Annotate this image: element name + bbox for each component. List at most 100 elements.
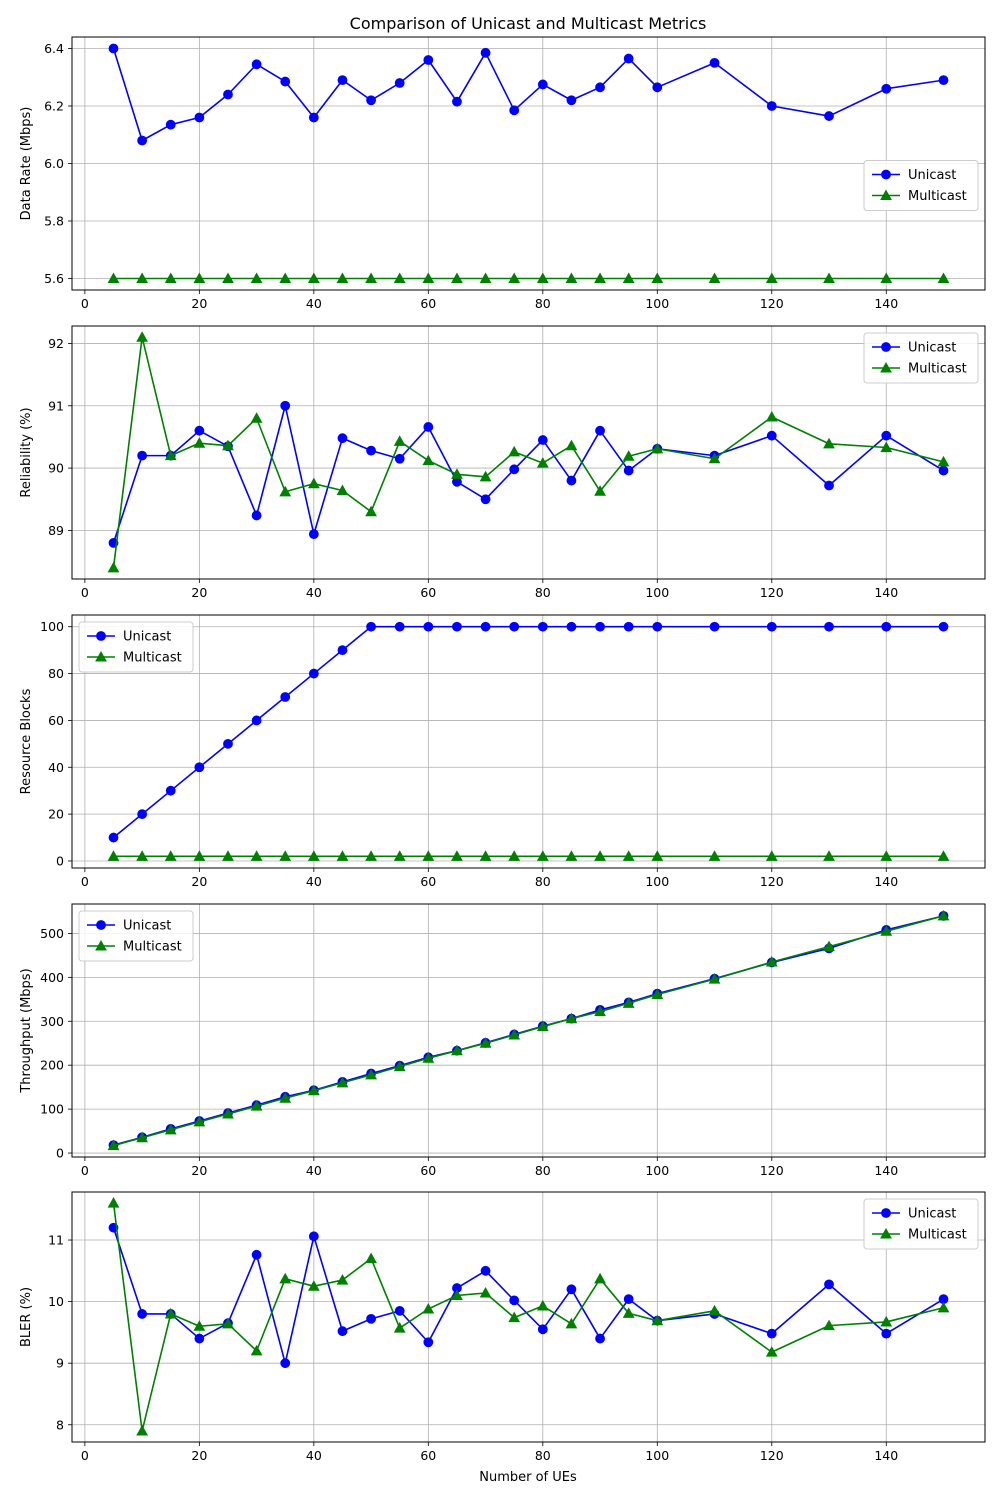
data-point-unicast: [881, 83, 892, 94]
data-point-multicast: [393, 435, 406, 446]
data-point-unicast: [938, 621, 949, 632]
y-tick-label: 400: [40, 970, 64, 985]
x-tick-label: 120: [760, 296, 784, 311]
data-point-unicast: [137, 1309, 148, 1319]
data-point-multicast: [508, 445, 521, 457]
x-tick-label: 20: [191, 874, 207, 889]
data-point-unicast: [194, 762, 205, 773]
data-point-multicast: [708, 1304, 721, 1316]
data-point-unicast: [108, 43, 119, 54]
x-tick-label: 80: [535, 874, 551, 889]
data-point-unicast: [537, 621, 548, 632]
x-tick-label: 120: [760, 1448, 784, 1463]
legend-marker-multicast: [95, 939, 107, 951]
data-point-multicast: [880, 925, 893, 936]
data-point-multicast: [136, 272, 149, 284]
figure-title: Comparison of Unicast and Multicast Metr…: [350, 14, 707, 33]
data-point-multicast: [565, 850, 578, 861]
data-point-multicast: [107, 1197, 120, 1208]
data-point-multicast: [451, 1044, 463, 1056]
legend-box: [78, 621, 194, 673]
data-point-multicast: [107, 850, 120, 861]
x-tick-label: 80: [535, 1448, 551, 1463]
data-point-unicast: [824, 480, 834, 491]
data-point-unicast: [423, 621, 434, 632]
data-point-unicast: [280, 1358, 291, 1369]
y-tick-label: 40: [48, 760, 64, 775]
legend: Unicast Multicast: [863, 332, 979, 384]
data-point-unicast: [480, 47, 491, 58]
data-point-multicast: [222, 272, 234, 284]
x-tick-label: 140: [874, 1163, 898, 1178]
data-point-multicast: [279, 1272, 292, 1284]
data-point-unicast: [623, 465, 634, 476]
data-point-multicast: [193, 1320, 206, 1331]
data-point-multicast: [536, 457, 549, 468]
data-point-multicast: [222, 850, 234, 861]
data-point-multicast: [307, 272, 320, 284]
y-axis-label: Data Rate (Mbps): [19, 107, 34, 221]
data-point-multicast: [422, 1052, 435, 1063]
data-point-unicast: [423, 422, 434, 432]
data-point-multicast: [651, 272, 664, 284]
legend-marker-unicast: [881, 342, 891, 352]
data-point-multicast: [250, 1100, 263, 1111]
data-point-multicast: [164, 1307, 177, 1319]
data-point-multicast: [622, 450, 635, 461]
data-point-unicast: [623, 1294, 634, 1305]
data-point-multicast: [622, 850, 635, 861]
data-point-multicast: [136, 1424, 149, 1436]
data-point-unicast: [709, 621, 720, 632]
data-point-unicast: [709, 57, 720, 68]
x-tick-label: 20: [191, 296, 207, 311]
x-tick-label: 60: [420, 1448, 436, 1463]
x-tick-label: 40: [306, 1163, 322, 1178]
y-tick-label: 89: [48, 523, 64, 538]
data-point-unicast: [566, 1284, 577, 1295]
data-point-unicast: [308, 668, 319, 679]
data-point-unicast: [480, 621, 491, 632]
data-point-unicast: [280, 76, 291, 87]
data-point-multicast: [279, 850, 292, 861]
data-point-multicast: [479, 850, 492, 861]
data-point-multicast: [250, 850, 263, 861]
subplot-5: 0 20 40 60 80 100 120 140 8 9 10 11 BLER (%) Unicast M…: [19, 1191, 986, 1463]
data-point-unicast: [623, 53, 634, 64]
data-point-unicast: [881, 430, 892, 441]
subplot-4: 0 20 40 60 80 100 120 140 0 100 200 300 400 500 Throug…: [19, 903, 986, 1178]
x-tick-label: 100: [645, 874, 669, 889]
data-point-unicast: [452, 621, 462, 632]
x-tick-label: 0: [81, 1448, 89, 1463]
data-point-multicast: [422, 272, 435, 284]
series-multicast: [107, 1197, 950, 1436]
data-point-multicast: [393, 1322, 406, 1333]
x-axis-label: Number of UEs: [479, 1470, 577, 1485]
data-point-unicast: [595, 82, 605, 93]
data-point-unicast: [194, 112, 205, 123]
legend-box: [78, 910, 194, 962]
data-point-multicast: [279, 1092, 292, 1103]
x-tick-label: 120: [760, 1163, 784, 1178]
data-point-multicast: [536, 1299, 549, 1311]
y-tick-label: 6.0: [44, 156, 64, 171]
grid: [72, 1192, 985, 1442]
data-point-multicast: [136, 331, 149, 342]
x-tick-label: 140: [874, 1448, 898, 1463]
data-point-multicast: [336, 1076, 349, 1088]
legend-marker-multicast: [880, 361, 892, 373]
data-point-multicast: [622, 997, 635, 1008]
data-point-multicast: [823, 1319, 835, 1331]
data-point-multicast: [250, 412, 263, 423]
data-point-multicast: [222, 439, 234, 451]
x-tick-label: 40: [306, 874, 322, 889]
data-point-unicast: [251, 715, 262, 726]
y-tick-label: 100: [40, 619, 64, 634]
data-point-multicast: [765, 955, 778, 967]
series-multicast: [107, 909, 950, 1151]
y-tick-label: 5.6: [44, 271, 64, 286]
data-point-multicast: [937, 272, 950, 284]
data-point-multicast: [250, 272, 263, 284]
x-tick-label: 140: [874, 296, 898, 311]
